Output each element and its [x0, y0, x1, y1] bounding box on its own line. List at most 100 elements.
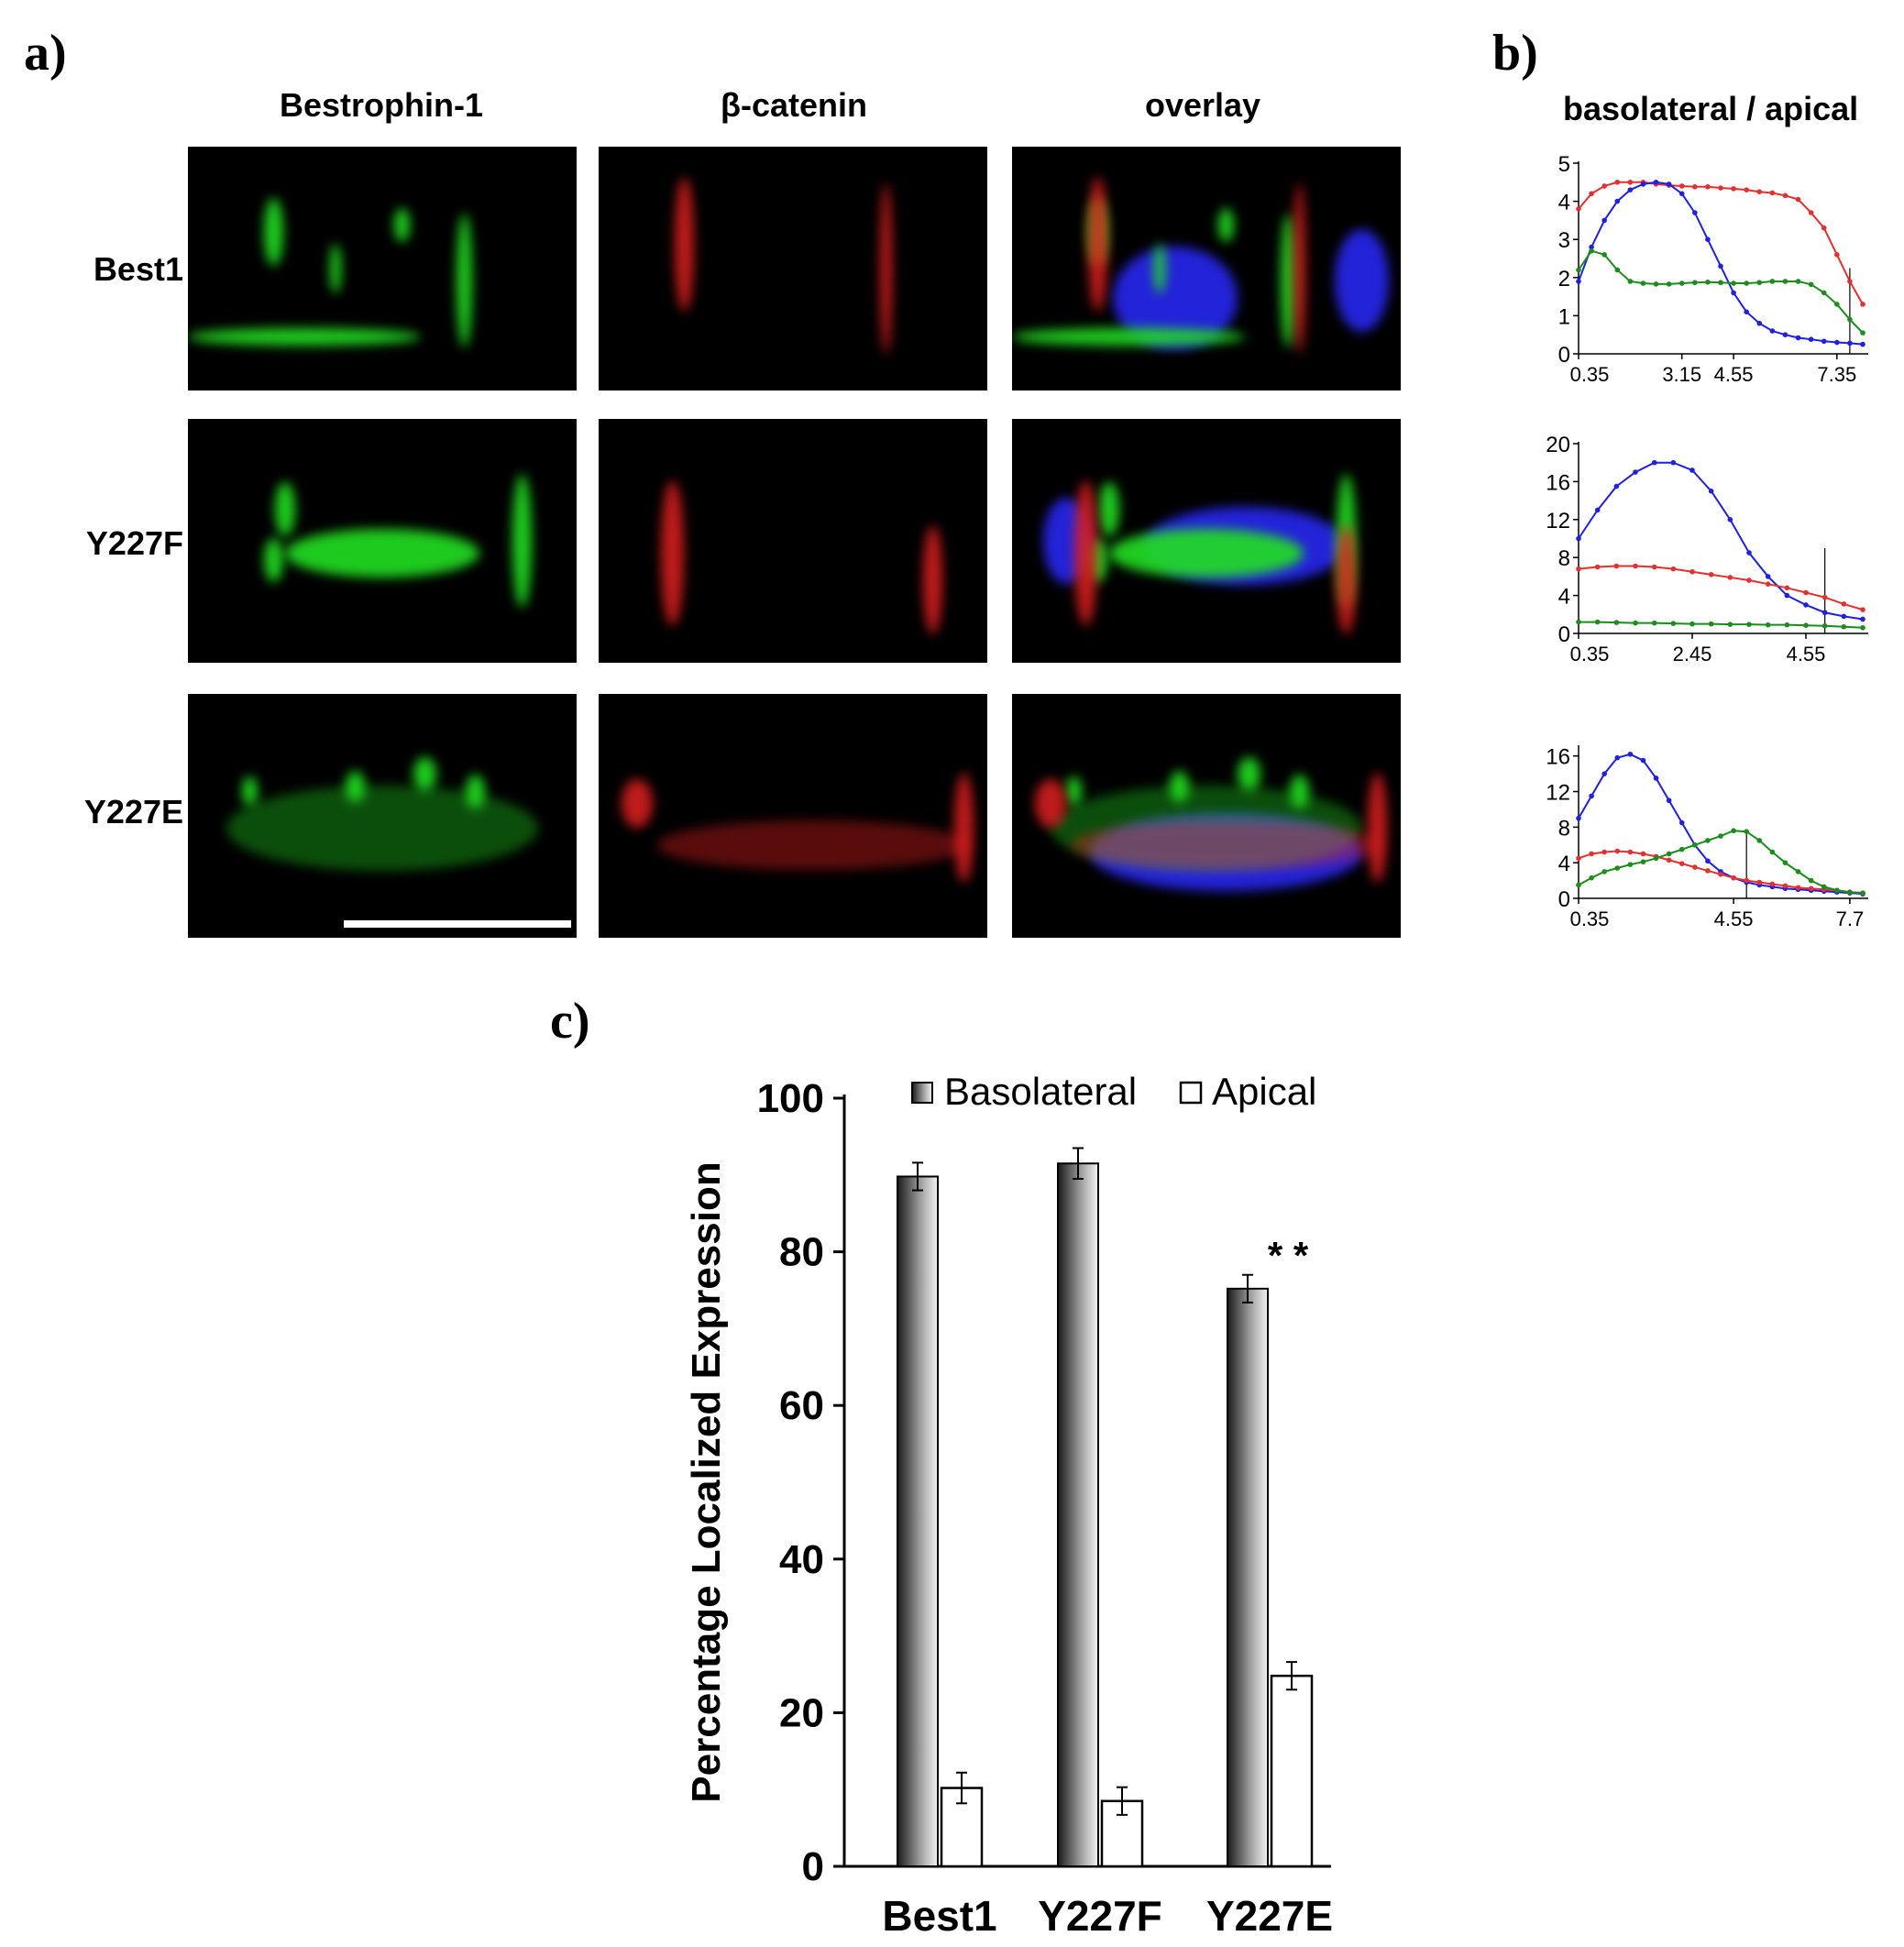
profile-data-point: [1860, 341, 1865, 347]
row-header-y227e: Y227E: [83, 793, 183, 830]
fluorescence-signal: [1073, 479, 1098, 627]
profile-series-line: [1578, 565, 1864, 611]
profile-data-point: [1718, 871, 1723, 877]
micrograph-y227e-bestrophin: [188, 694, 577, 938]
profile-data-point: [1834, 302, 1840, 307]
category-label: Best1: [882, 1892, 996, 1940]
profile-data-point: [1756, 838, 1763, 843]
profile-data-point: [1727, 622, 1733, 627]
y-tick-label: 5: [1558, 152, 1570, 177]
profile-data-point: [1821, 338, 1827, 345]
fluorescence-signal: [329, 244, 342, 293]
profile-data-point: [1769, 279, 1776, 284]
y-tick-label: 4: [1558, 191, 1570, 215]
x-tick-label: 0.35: [1570, 643, 1610, 666]
profile-data-point: [1576, 882, 1581, 888]
profile-data-point: [1769, 328, 1776, 334]
profile-data-point: [1678, 280, 1685, 286]
profile-data-point: [1821, 610, 1828, 616]
y-tick-label: 20: [779, 1690, 824, 1735]
profile-data-point: [1627, 849, 1634, 855]
profile-data-point: [1627, 751, 1634, 757]
column-header-overlay: overlay: [1144, 86, 1261, 124]
profile-data-point: [1718, 280, 1723, 286]
profile-data-point: [1803, 589, 1809, 596]
profile-data-point: [1576, 279, 1581, 284]
profile-data-point: [1756, 320, 1763, 326]
fluorescence-signal: [1066, 776, 1083, 807]
micrograph-y227e-beta-catenin: [599, 694, 987, 938]
profile-data-point: [1678, 191, 1685, 197]
profile-data-point: [1651, 620, 1657, 626]
profile-data-point: [1847, 340, 1853, 346]
profile-data-point: [1651, 459, 1657, 466]
profile-data-point: [1860, 330, 1865, 336]
profile-data-point: [1841, 623, 1847, 630]
profile-data-point: [1756, 879, 1763, 886]
y-tick-label: 4: [1558, 852, 1570, 876]
micrograph-y227f-overlay: [1012, 419, 1401, 663]
x-tick-label: 7.7: [1836, 908, 1865, 930]
profile-data-point: [1746, 578, 1752, 583]
fluorescence-signal: [1293, 182, 1306, 355]
profile-data-point: [1633, 469, 1638, 475]
micrograph-best1-overlay: [1012, 147, 1401, 390]
fluorescence-signal: [285, 528, 479, 578]
profile-data-point: [1860, 890, 1865, 896]
y-tick-label: 8: [1558, 546, 1570, 571]
profiles-title: basolateral / apical: [1563, 90, 1859, 127]
legend-label-basolateral: Basolateral: [944, 1070, 1137, 1113]
profile-data-point: [1613, 620, 1620, 625]
profile-data-point: [1821, 290, 1827, 296]
profile-data-point: [1594, 507, 1601, 513]
y-tick-label: 60: [779, 1383, 824, 1428]
fluorescence-signal: [226, 785, 538, 871]
profile-data-point: [1670, 621, 1677, 626]
legend-swatch-apical: [1179, 1081, 1203, 1105]
profile-data-point: [1708, 488, 1714, 494]
profile-data-point: [1731, 290, 1736, 296]
fluorescence-signal: [660, 479, 685, 627]
profile-data-point: [1731, 186, 1736, 192]
profile-data-point: [1589, 793, 1594, 799]
category-label: Y227E: [1206, 1892, 1333, 1940]
profile-data-point: [1576, 566, 1581, 572]
micrograph-y227f-beta-catenin: [599, 419, 987, 663]
profile-data-point: [1847, 279, 1853, 284]
profile-plot-1: 0 1 2 3 4 5 0.35 3.15 4.55 7.35: [1558, 152, 1868, 386]
micrograph-y227e-overlay: [1012, 694, 1401, 938]
y-tick-label: 8: [1558, 816, 1570, 841]
profile-data-point: [1670, 566, 1677, 572]
profile-data-point: [1744, 187, 1749, 192]
profile-data-point: [1692, 280, 1698, 286]
profile-data-point: [1744, 877, 1749, 884]
profile-data-point: [1731, 280, 1736, 286]
micrograph-y227f-bestrophin: [188, 419, 577, 663]
profile-data-point: [1601, 217, 1607, 224]
legend-swatch-basolateral: [911, 1082, 933, 1104]
profile-data-point: [1692, 842, 1698, 848]
fluorescence-signal: [1070, 820, 1381, 870]
profile-data-point: [1678, 846, 1685, 852]
profile-data-point: [1678, 820, 1685, 826]
fluorescence-signal: [1109, 528, 1304, 578]
profile-data-point: [1808, 336, 1814, 342]
profile-data-point: [1727, 517, 1733, 522]
profile-data-point: [1718, 833, 1723, 839]
x-tick-label: 4.55: [1787, 643, 1826, 666]
fluorescence-signal: [188, 328, 422, 346]
x-tick-label: 0.35: [1570, 363, 1610, 386]
y-tick-label: 0: [802, 1844, 824, 1889]
profile-data-point: [1640, 757, 1646, 764]
profile-data-point: [1705, 279, 1711, 285]
profile-data-point: [1821, 225, 1827, 231]
profile-data-point: [1744, 309, 1749, 315]
profile-data-point: [1633, 620, 1638, 626]
profile-data-point: [1666, 851, 1672, 857]
fluorescence-signal: [953, 773, 974, 884]
profile-data-point: [1705, 868, 1711, 874]
profile-series-line: [1578, 461, 1864, 621]
profile-data-point: [1795, 279, 1801, 284]
row-header-y227f: Y227F: [85, 524, 183, 562]
y-tick-label: 4: [1558, 585, 1570, 610]
